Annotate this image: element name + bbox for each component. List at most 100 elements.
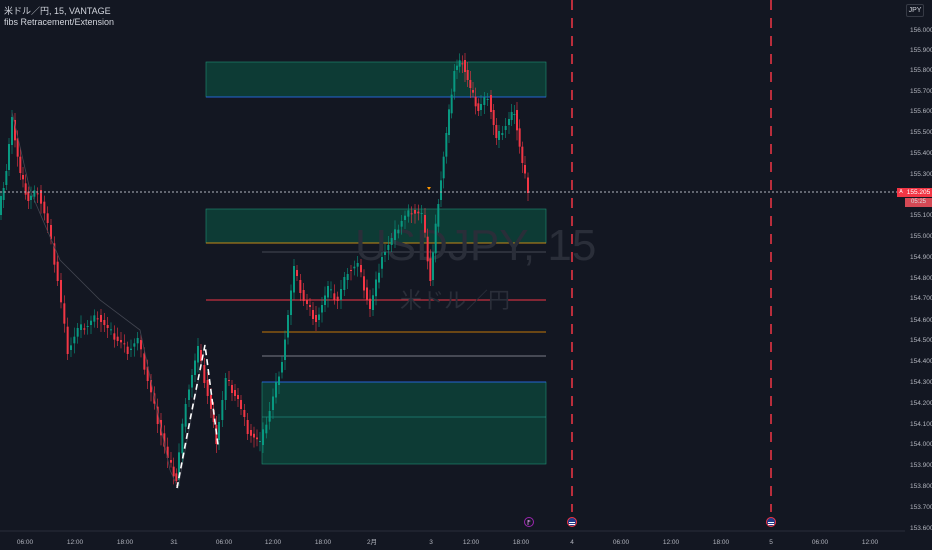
price-axis-label: 155.800 (910, 67, 932, 74)
time-axis-label: 12:00 (663, 539, 680, 546)
candle-body (474, 96, 477, 107)
candle-body (56, 261, 59, 281)
candle-body (103, 320, 106, 325)
candle-body (50, 225, 52, 240)
candle-body (353, 266, 356, 269)
candle-body (120, 340, 122, 343)
candle-body (312, 310, 314, 319)
candle-body (469, 80, 472, 88)
candle-body (360, 265, 362, 273)
candle-body (19, 156, 22, 173)
candle-body (240, 400, 242, 409)
time-axis-label: 3 (429, 539, 433, 546)
fib-zones (205, 61, 547, 465)
candle-body (437, 204, 440, 227)
candle-body (445, 133, 448, 157)
candle-body (200, 350, 202, 361)
fib-swing-line (11, 111, 206, 490)
candle-body (130, 348, 132, 350)
price-axis[interactable]: 156.000 155.900 155.800 155.700 155.600 155.5… (910, 27, 932, 532)
flag-icon[interactable] (524, 517, 534, 527)
candle-body (278, 376, 280, 385)
candle-body (246, 420, 249, 434)
candle-body (33, 190, 36, 197)
us-flag-icon[interactable] (766, 517, 776, 527)
candle-body (256, 437, 258, 440)
price-axis-label: 154.600 (910, 317, 932, 324)
candle-body (170, 460, 172, 463)
chart-legend: 米ドル／円, 15, VANTAGE fibs Retracement/Exte… (4, 6, 114, 28)
candle-body (136, 338, 139, 344)
candle-body (93, 315, 96, 322)
candle-body (306, 300, 308, 304)
candle-body (66, 326, 69, 354)
candle-body (163, 433, 166, 447)
candle-body (218, 422, 220, 440)
candle-body (296, 270, 298, 276)
symbol-title[interactable]: 米ドル／円, 15, VANTAGE (4, 6, 111, 16)
candle-body (237, 395, 239, 399)
candle-body (432, 252, 434, 280)
time-axis-label: 12:00 (67, 539, 84, 546)
candle-body (464, 60, 466, 72)
price-axis-label: 155.100 (910, 212, 932, 219)
candle-body (46, 213, 49, 223)
candle-body (293, 266, 295, 293)
candle-body (480, 104, 482, 110)
candle-body (8, 144, 10, 170)
time-axis[interactable]: 06:00 12:00 18:00 31 06:00 12:00 18:00 2月 3 12:00… (17, 538, 879, 546)
candle-body (150, 380, 152, 393)
candle-body (22, 175, 24, 180)
candle-body (356, 263, 359, 267)
time-axis-label: 06:00 (812, 539, 829, 546)
us-flag-icon[interactable] (567, 517, 577, 527)
watermark-ticker: USDJPY, 15 (355, 221, 596, 270)
candle-body (80, 324, 82, 330)
candle-body (27, 191, 30, 201)
candle-body (426, 236, 429, 262)
candle-body (60, 280, 62, 303)
candle-body (123, 343, 126, 345)
time-axis-label: 06:00 (613, 539, 630, 546)
candle-body (73, 336, 76, 344)
candle-body (330, 289, 332, 291)
candle-body (106, 325, 109, 328)
candle-body (400, 221, 403, 227)
price-axis-label: 154.200 (910, 400, 932, 407)
candle-body (404, 215, 406, 220)
candle-body (516, 110, 518, 131)
candle-body (140, 340, 142, 350)
candle-body (384, 252, 386, 255)
candle-body (212, 410, 215, 422)
candle-body (250, 430, 252, 436)
price-axis-label: 153.700 (910, 504, 932, 511)
candle-body (5, 171, 8, 185)
candle-body (501, 133, 504, 135)
price-axis-label: 154.000 (910, 441, 932, 448)
price-axis-label: 154.700 (910, 295, 932, 302)
session-separators (571, 0, 772, 512)
candle-body (324, 295, 326, 305)
candle-body (284, 339, 286, 360)
candle-body (513, 114, 516, 115)
arrow-marker (427, 187, 431, 190)
candle-body (327, 286, 329, 298)
candle-body (490, 95, 492, 112)
candle-body (86, 326, 89, 327)
candle-body (453, 71, 456, 92)
candle-body (30, 195, 32, 200)
candle-body (492, 110, 495, 125)
watermark-name: 米ドル／円 (400, 288, 510, 313)
candle-body (146, 366, 149, 381)
indicator-title[interactable]: fibs Retracement/Extension (4, 17, 115, 27)
candle-body (100, 315, 102, 322)
current-price-label: 155.205 (905, 188, 932, 197)
currency-button[interactable]: JPY (906, 4, 924, 17)
candle-body (90, 320, 92, 325)
candle-body (486, 99, 489, 100)
candle-body (228, 380, 230, 381)
candle-body (203, 365, 206, 383)
candle-body (197, 346, 199, 363)
candle-body (414, 210, 416, 214)
